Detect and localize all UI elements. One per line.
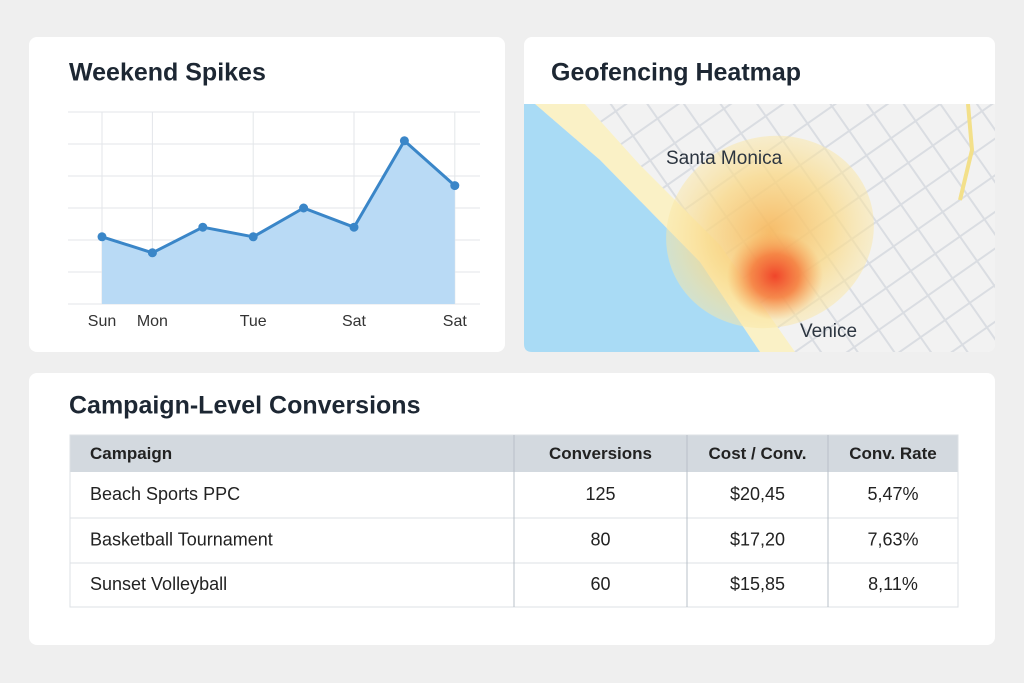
highway — [958, 104, 975, 201]
map-label: Venice — [800, 321, 857, 342]
table-cell: $15,85 — [730, 574, 785, 594]
heat-core — [727, 232, 823, 320]
x-tick-label: Mon — [137, 313, 168, 330]
point — [97, 232, 107, 242]
map: Santa Monica Venice — [524, 104, 995, 352]
x-tick-label: Sat — [342, 313, 367, 330]
table-cell: $17,20 — [730, 529, 785, 549]
point — [399, 136, 409, 146]
chart: Sun Mon Tue Sat Sat — [68, 111, 480, 330]
point — [198, 222, 208, 232]
table-cell: Beach Sports PPC — [90, 484, 240, 504]
table-cell: Sunset Volleyball — [90, 574, 227, 594]
point — [450, 181, 460, 191]
table-cell: Basketball Tournament — [90, 529, 273, 549]
point — [299, 203, 309, 213]
table-cell: 80 — [590, 529, 610, 549]
x-tick-label: Sat — [443, 313, 468, 330]
table-header: Conversions — [549, 444, 652, 463]
table-cell: 125 — [585, 484, 615, 504]
x-tick-label: Sun — [88, 313, 116, 330]
table-cell: $20,45 — [730, 484, 785, 504]
table-cell: 8,11% — [868, 574, 918, 594]
point — [349, 222, 359, 232]
point — [248, 232, 258, 242]
map-title: Geofencing Heatmap — [551, 59, 801, 87]
table-title: Campaign-Level Conversions — [69, 392, 420, 420]
table-cell: 7,63% — [867, 529, 918, 549]
table: Campaign Conversions Cost / Conv. Conv. Rat… — [69, 434, 959, 608]
map-label: Santa Monica — [666, 148, 783, 169]
table-header: Campaign — [90, 444, 172, 463]
x-tick-label: Tue — [240, 313, 267, 330]
point — [147, 248, 157, 258]
table-cell: 60 — [590, 574, 610, 594]
table-header: Cost / Conv. — [709, 444, 807, 463]
chart-title: Weekend Spikes — [69, 59, 266, 87]
area — [102, 140, 455, 304]
table-header: Conv. Rate — [849, 444, 937, 463]
line — [101, 139, 456, 255]
table-cell: 5,47% — [867, 484, 918, 504]
